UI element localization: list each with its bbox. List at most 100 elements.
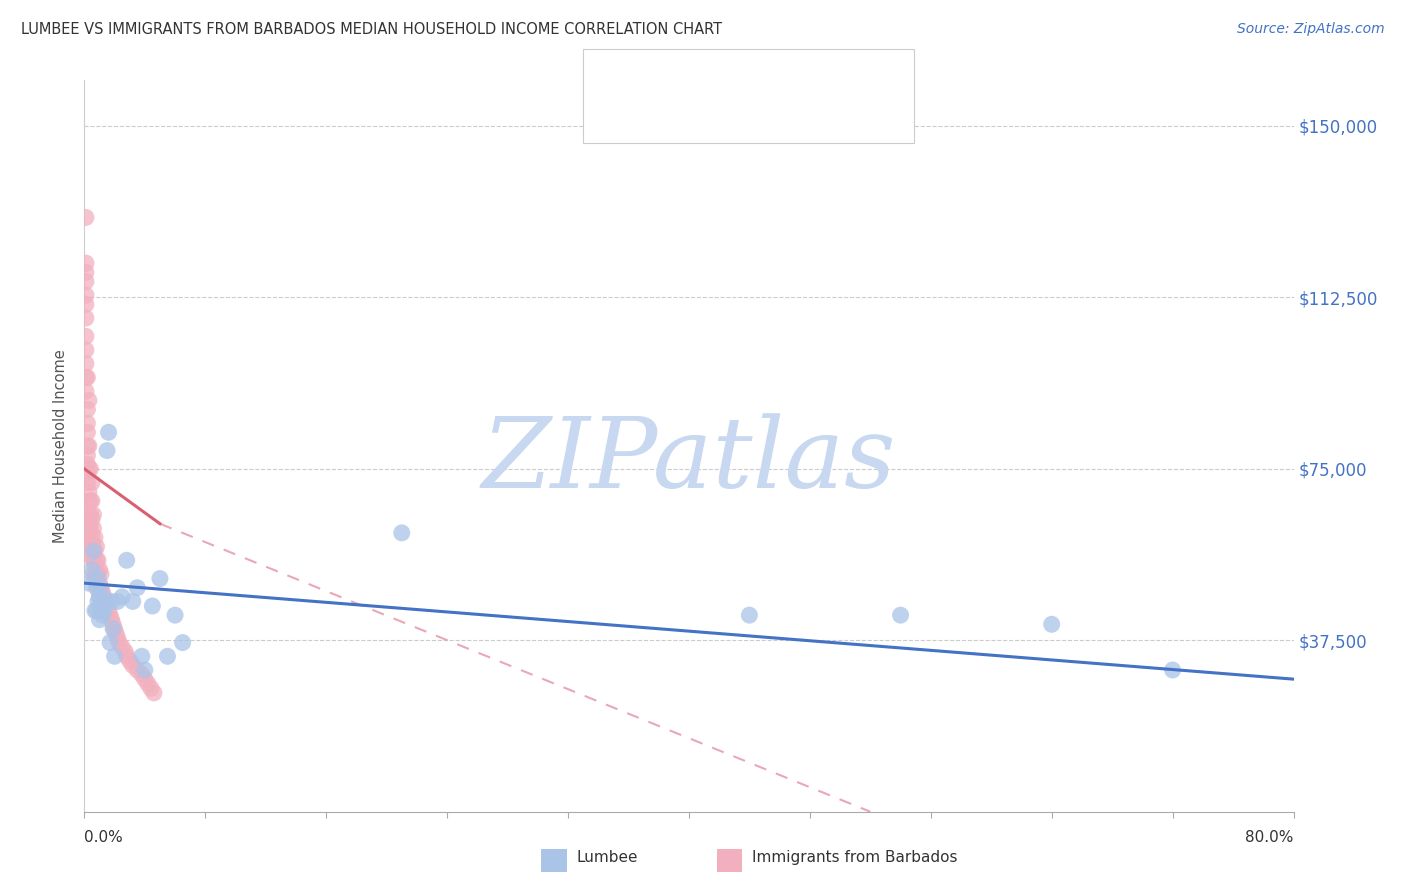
Point xyxy=(80,475,103,490)
Point xyxy=(77,508,100,522)
Point xyxy=(131,667,153,681)
Point xyxy=(94,594,117,608)
Point xyxy=(165,608,187,623)
Point xyxy=(75,211,97,225)
Point xyxy=(142,686,165,700)
Point xyxy=(82,521,104,535)
Point xyxy=(90,581,112,595)
Point xyxy=(127,581,149,595)
Point xyxy=(77,521,100,535)
Point xyxy=(86,581,108,595)
Point xyxy=(738,608,761,623)
Point xyxy=(79,493,101,508)
Point xyxy=(76,457,98,471)
Point xyxy=(84,558,107,572)
Point xyxy=(80,562,103,576)
Point xyxy=(96,599,118,613)
Point xyxy=(77,576,100,591)
Point xyxy=(100,613,122,627)
Point xyxy=(93,603,115,617)
Point xyxy=(90,585,112,599)
Point xyxy=(86,553,108,567)
Point xyxy=(115,553,138,567)
Point xyxy=(76,467,98,481)
Point xyxy=(104,622,127,636)
Point xyxy=(87,594,110,608)
Point xyxy=(75,357,97,371)
Point xyxy=(90,603,112,617)
Point xyxy=(75,311,97,326)
Point xyxy=(121,658,143,673)
Text: Lumbee: Lumbee xyxy=(576,850,638,865)
Point xyxy=(87,572,110,586)
Point xyxy=(76,425,98,440)
Point xyxy=(76,448,98,462)
Point xyxy=(149,572,172,586)
Y-axis label: Median Household Income: Median Household Income xyxy=(53,349,69,543)
Point xyxy=(111,640,134,655)
Point xyxy=(82,553,104,567)
Point xyxy=(131,649,153,664)
Point xyxy=(79,535,101,549)
Point xyxy=(98,608,121,623)
Text: Immigrants from Barbados: Immigrants from Barbados xyxy=(752,850,957,865)
Point xyxy=(77,493,100,508)
Point xyxy=(391,525,413,540)
Point xyxy=(111,590,134,604)
Point xyxy=(75,275,97,289)
Point xyxy=(75,256,97,270)
Point xyxy=(89,562,111,576)
Text: LUMBEE VS IMMIGRANTS FROM BARBADOS MEDIAN HOUSEHOLD INCOME CORRELATION CHART: LUMBEE VS IMMIGRANTS FROM BARBADOS MEDIA… xyxy=(21,22,723,37)
Point xyxy=(80,549,103,563)
Point xyxy=(77,484,100,499)
Point xyxy=(75,297,97,311)
Point xyxy=(84,603,107,617)
Point xyxy=(890,608,912,623)
Point xyxy=(84,544,107,558)
Point xyxy=(80,493,103,508)
Point xyxy=(80,530,103,544)
Point xyxy=(91,585,114,599)
Point xyxy=(121,594,143,608)
Point xyxy=(75,343,97,357)
Point xyxy=(82,508,104,522)
Point xyxy=(76,402,98,417)
Text: 0.0%: 0.0% xyxy=(84,830,124,845)
Point xyxy=(98,635,121,649)
Point xyxy=(127,663,149,677)
Point xyxy=(77,462,100,476)
Point xyxy=(115,649,138,664)
Text: R = -0.380   N = 39: R = -0.380 N = 39 xyxy=(641,63,792,78)
Text: 80.0%: 80.0% xyxy=(1246,830,1294,845)
Point xyxy=(156,649,179,664)
Point xyxy=(93,590,115,604)
Point xyxy=(75,370,97,384)
Point xyxy=(97,603,120,617)
Point xyxy=(134,672,156,686)
Point xyxy=(114,645,136,659)
Point xyxy=(139,681,162,696)
Point xyxy=(94,594,117,608)
Point xyxy=(97,425,120,440)
Point xyxy=(76,475,98,490)
Point xyxy=(79,462,101,476)
Point xyxy=(108,635,131,649)
Point xyxy=(80,512,103,526)
Point xyxy=(91,608,114,623)
Point xyxy=(89,590,111,604)
Point xyxy=(77,439,100,453)
Text: R = -0.084   N = 84: R = -0.084 N = 84 xyxy=(641,99,792,114)
Point xyxy=(76,439,98,453)
Point xyxy=(87,553,110,567)
Point xyxy=(87,567,110,582)
Text: ZIPatlas: ZIPatlas xyxy=(482,413,896,508)
Point xyxy=(105,626,128,640)
Point xyxy=(90,567,112,582)
Point xyxy=(84,572,107,586)
Point xyxy=(82,567,104,582)
Point xyxy=(101,617,124,632)
Point xyxy=(82,544,104,558)
Point xyxy=(89,590,111,604)
Point xyxy=(75,384,97,398)
Point xyxy=(79,521,101,535)
